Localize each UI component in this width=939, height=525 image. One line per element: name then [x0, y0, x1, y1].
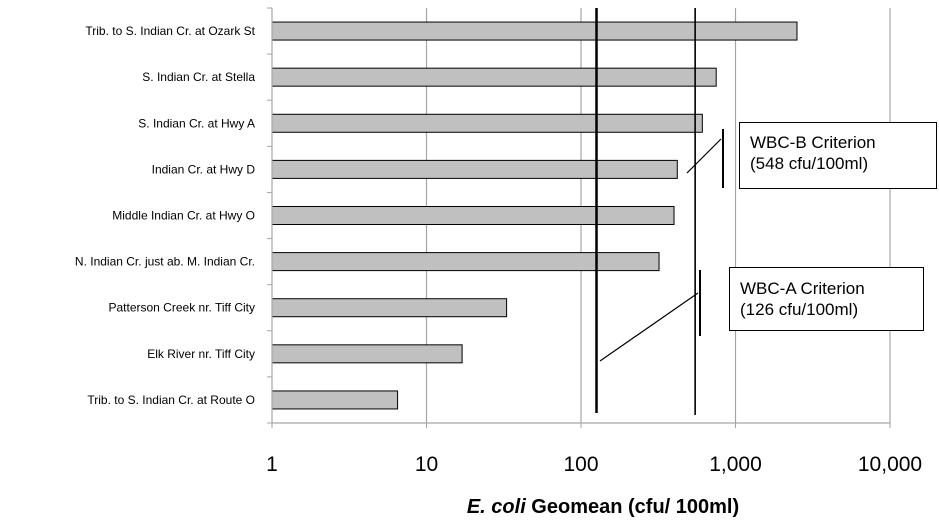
bar-7 — [271, 344, 463, 364]
bar-layer — [271, 21, 798, 410]
category-label: Trib. to S. Indian Cr. at Route O — [87, 393, 255, 407]
category-label: Elk River nr. Tiff City — [147, 347, 255, 361]
x-axis-title-rest: Geomean (cfu/ 100ml) — [526, 496, 739, 518]
wbc-b-criterion-callout: WBC-B Criterion (548 cfu/100ml) — [739, 122, 937, 189]
reference-line-layer — [595, 8, 724, 415]
x-tick-label: 10,000 — [858, 453, 922, 476]
x-tick-label: 10 — [415, 453, 438, 476]
category-label: Indian Cr. at Hwy D — [152, 162, 256, 176]
bar-5 — [271, 252, 660, 272]
bar-4 — [271, 206, 675, 225]
bar-1 — [271, 67, 717, 87]
bar-0 — [271, 21, 798, 41]
bar-8 — [271, 390, 399, 410]
x-tick-label: 100 — [563, 453, 598, 476]
wbc-a-leader-line — [599, 292, 699, 362]
bar-2 — [271, 113, 703, 133]
category-label: S. Indian Cr. at Hwy A — [138, 116, 255, 130]
bar-6 — [271, 298, 508, 318]
category-label: Middle Indian Cr. at Hwy O — [112, 209, 255, 223]
wbc-a-criterion-label: WBC-A Criterion — [740, 279, 865, 298]
x-axis-title: E. coli Geomean (cfu/ 100ml) — [467, 496, 739, 518]
category-label: N. Indian Cr. just ab. M. Indian Cr. — [75, 255, 255, 269]
x-tick-label: 1,000 — [709, 453, 762, 476]
wbc-a-criterion-callout: WBC-A Criterion (126 cfu/100ml) — [729, 267, 924, 331]
wbc-a-criterion-value: (126 cfu/100ml) — [740, 300, 859, 319]
wbc-b-criterion-value: (548 cfu/100ml) — [750, 154, 869, 173]
x-axis-title-italic: E. coli — [467, 496, 526, 518]
axis-layer — [267, 7, 891, 428]
bar-3 — [271, 159, 678, 179]
x-tick-label: 1 — [266, 453, 278, 476]
category-label: Trib. to S. Indian Cr. at Ozark St — [85, 24, 255, 38]
wbc-b-leader-line — [686, 138, 722, 174]
label-layer: Trib. to S. Indian Cr. at Ozark St S. Ind… — [75, 24, 922, 476]
wbc-b-criterion-label: WBC-B Criterion — [750, 133, 876, 152]
category-label: S. Indian Cr. at Stella — [142, 70, 255, 84]
category-label: Patterson Creek nr. Tiff City — [108, 301, 255, 315]
